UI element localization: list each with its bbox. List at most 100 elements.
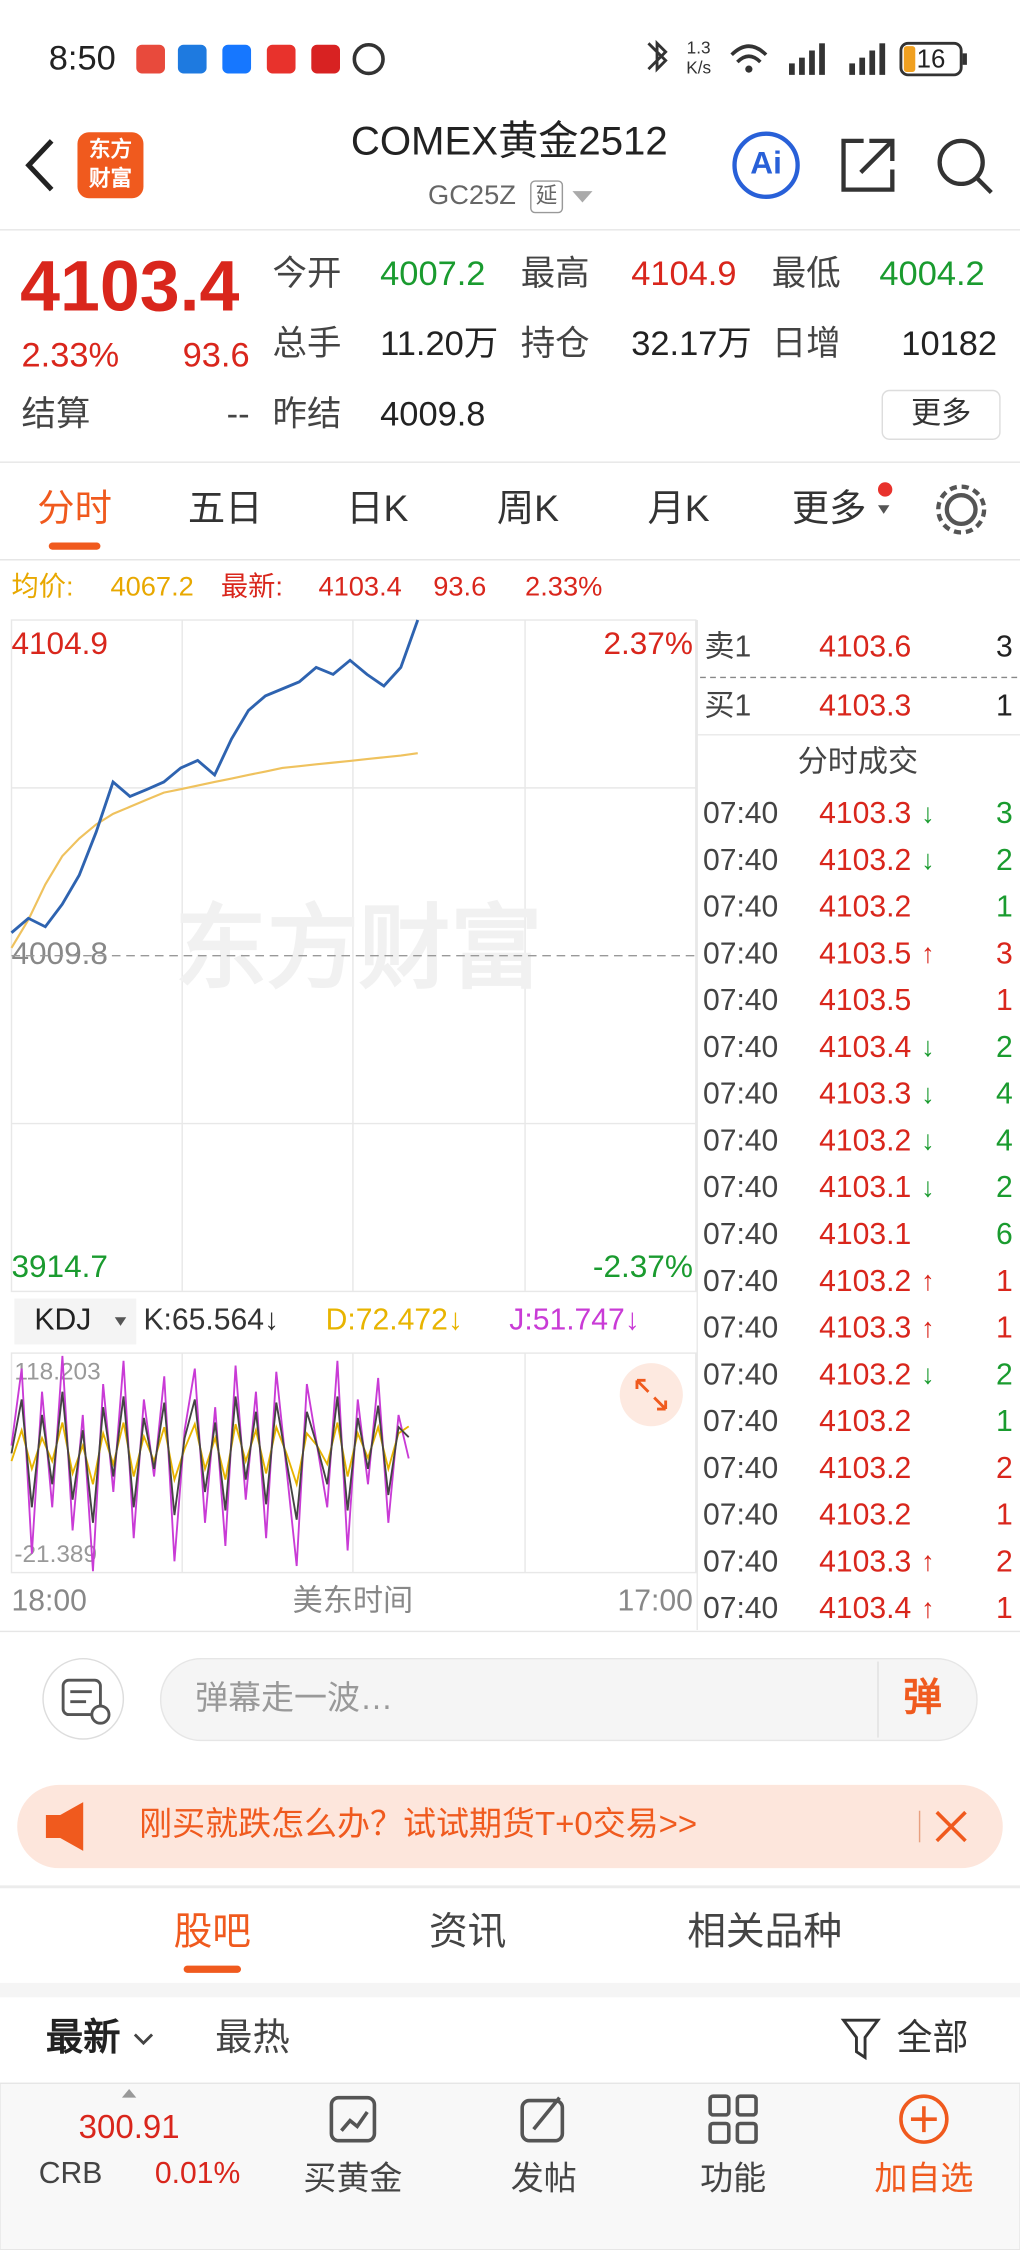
action-bar: 买黄金 发帖 功能 加自选 [303, 2160, 973, 2197]
section-tab[interactable]: 股吧 [174, 1910, 251, 1953]
field-value: 4009.8 [380, 395, 485, 433]
trade-price: 4103.1 [819, 1171, 911, 1204]
trade-arrow: ↑ [921, 1265, 935, 1296]
trade-volume: 1 [996, 1405, 1013, 1438]
index-pct: 0.01% [155, 2157, 240, 2190]
trade-volume: 2 [996, 1452, 1013, 1485]
indicator-select[interactable] [14, 1298, 137, 1345]
kdj-line [10, 1391, 410, 1523]
field-label: 日增 [772, 325, 841, 363]
ai-button[interactable] [732, 131, 800, 199]
trade-price: 4103.2 [819, 1499, 911, 1532]
back-button[interactable] [25, 139, 54, 192]
trade-time: 07:40 [703, 984, 778, 1017]
trade-volume: 4 [996, 1124, 1013, 1157]
trade-price: 4103.3 [819, 1545, 911, 1578]
y-tick-label: 118.203 [14, 1359, 100, 1386]
y2-tick-label: -2.37% [593, 1248, 693, 1284]
trade-arrow: ↑ [921, 938, 935, 969]
trade-time: 07:40 [703, 1358, 778, 1391]
trade-arrow: ↓ [921, 797, 935, 828]
change-pct: 2.33% [525, 571, 602, 602]
close-banner[interactable] [935, 1810, 967, 1843]
period-tab[interactable]: 日K [346, 487, 408, 529]
comment-input[interactable] [159, 1657, 978, 1742]
expand-button[interactable] [619, 1363, 683, 1427]
kdj-legend: J:51.747↓ [509, 1303, 640, 1336]
trade-volume: 4 [996, 1078, 1013, 1111]
comment-placeholder: 弹幕走一波… [195, 1679, 393, 1716]
book-volume: 3 [996, 631, 1013, 664]
x-tick-label: 17:00 [618, 1585, 693, 1618]
trade-time: 07:40 [703, 1171, 778, 1204]
settings-button[interactable] [936, 484, 987, 535]
dropdown-arrow[interactable] [572, 191, 593, 203]
tab-underline [183, 1965, 242, 1973]
trade-arrow: ↓ [921, 844, 935, 875]
trade-price: 4103.2 [819, 1452, 911, 1485]
comment-settings[interactable] [42, 1657, 125, 1740]
more-button[interactable] [881, 389, 1001, 440]
book-label: 买1 [704, 689, 751, 722]
action-label[interactable]: 加自选 [874, 2160, 973, 2197]
x-tick-label: 18:00 [11, 1585, 86, 1618]
section-tab[interactable]: 资讯 [429, 1910, 506, 1953]
trades-title: 分时成交 [798, 745, 918, 778]
trade-price: 4103.3 [819, 797, 911, 830]
dropdown-arrow [877, 505, 890, 514]
ai-label: Ai [750, 145, 782, 181]
expand-arrow [121, 2089, 137, 2098]
last-label: 最新: [221, 571, 283, 602]
book-price: 4103.6 [819, 631, 911, 664]
trade-time: 07:40 [703, 1031, 778, 1064]
trade-volume: 2 [996, 1171, 1013, 1204]
book-label: 卖1 [704, 631, 751, 664]
trade-volume: 6 [996, 1218, 1013, 1251]
promo-banner[interactable] [17, 1784, 1003, 1869]
y-tick-label: -21.389 [14, 1541, 97, 1568]
expand-icon [635, 1378, 668, 1411]
sort-option[interactable]: 最新 [46, 2016, 121, 2058]
trade-price: 4103.3 [819, 1312, 911, 1345]
action-label[interactable]: 买黄金 [303, 2160, 402, 2197]
trade-volume: 1 [996, 1499, 1013, 1532]
logo-text: 东方 [89, 137, 132, 162]
period-tab[interactable]: 月K [647, 487, 709, 529]
filter-icon[interactable] [840, 2018, 881, 2061]
sort-option[interactable]: 最热 [215, 2016, 290, 2058]
index-value[interactable]: 300.91 [79, 2108, 180, 2145]
trade-arrow: ↓ [921, 1078, 935, 1109]
section-tab[interactable]: 相关品种 [687, 1910, 842, 1953]
trade-time: 07:40 [703, 891, 778, 924]
kdj-legend: D:72.472↓ [326, 1303, 463, 1336]
avg-label: 均价: [11, 571, 73, 602]
status-time: 8:50 [49, 40, 116, 78]
period-tab[interactable]: 五日 [188, 487, 263, 529]
period-tab[interactable]: 周K [497, 487, 559, 529]
trade-time: 07:40 [703, 797, 778, 830]
trade-time: 07:40 [703, 1124, 778, 1157]
period-tab[interactable]: 分时 [37, 487, 112, 529]
trade-price: 4103.2 [819, 1124, 911, 1157]
app-logo[interactable] [77, 132, 144, 199]
trade-price: 4103.5 [819, 937, 911, 970]
trade-arrow: ↓ [921, 1031, 935, 1062]
danmaku-button[interactable]: 弹 [903, 1677, 942, 1720]
y2-tick-label: 2.37% [603, 625, 692, 661]
delay-tag: 延 [536, 184, 558, 208]
filter-label[interactable]: 全部 [897, 2018, 969, 2058]
trade-arrow: ↑ [921, 1546, 935, 1577]
field-label: 今开 [273, 255, 342, 293]
trade-arrow: ↑ [921, 1592, 935, 1623]
period-tabs: 分时 五日 日K 周K 月K 更多 [37, 487, 866, 550]
intraday-chart: 3914.7 4009.8 4104.9 -2.37% 2.37% [10, 619, 696, 1284]
action-label[interactable]: 功能 [700, 2160, 766, 2197]
action-icons [329, 2094, 949, 2144]
share-button[interactable] [841, 138, 895, 192]
index-name: CRB [39, 2157, 103, 2190]
field-label: 昨结 [273, 395, 342, 433]
search-button[interactable] [937, 138, 993, 195]
trade-volume: 2 [996, 1545, 1013, 1578]
period-tab[interactable]: 更多 [792, 487, 867, 529]
action-label[interactable]: 发帖 [511, 2160, 577, 2197]
